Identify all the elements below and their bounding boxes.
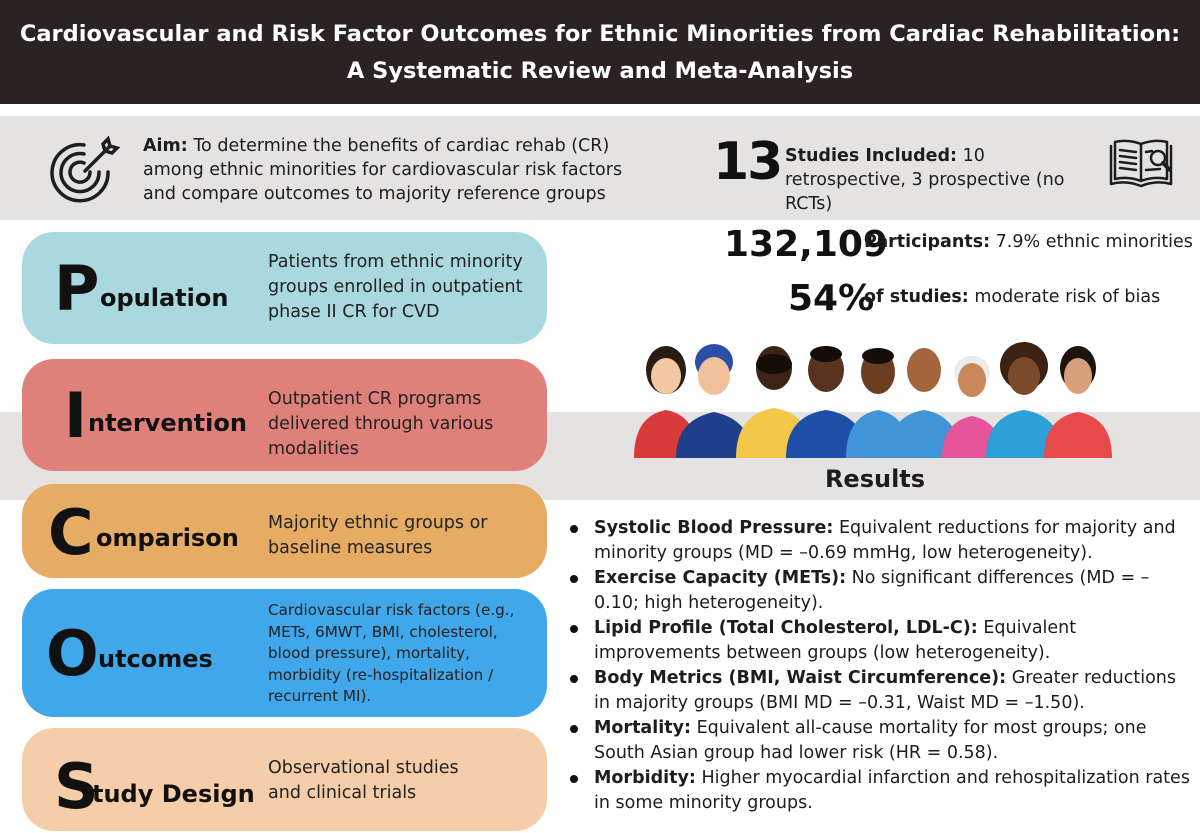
pico-title: utcomes <box>98 645 213 673</box>
pico-letter: P <box>54 252 100 325</box>
aim-text: Aim: To determine the benefits of cardia… <box>143 134 623 206</box>
pico-card-population: P opulation Patients from ethnic minorit… <box>22 232 547 344</box>
result-item-body-metrics: Body Metrics (BMI, Waist Circumference):… <box>568 666 1190 715</box>
pico-title: omparison <box>96 524 239 552</box>
result-item-lipid-profile: Lipid Profile (Total Cholesterol, LDL-C)… <box>568 616 1190 665</box>
results-list: Systolic Blood Pressure: Equivalent redu… <box>568 516 1190 816</box>
participants-count: 132,109 <box>724 224 888 265</box>
title-banner <box>0 0 1200 104</box>
page-title-line-2: A Systematic Review and Meta-Analysis <box>346 58 854 84</box>
pico-title: opulation <box>100 284 229 312</box>
result-label: Systolic Blood Pressure: <box>594 518 834 538</box>
bias-description: moderate risk of bias <box>968 287 1161 307</box>
bullet-icon <box>570 775 578 783</box>
result-text: Greater reductions in majority groups (B… <box>594 668 1176 713</box>
bullet-icon <box>570 575 578 583</box>
diverse-people-group-icon <box>634 342 1112 458</box>
pico-description: Patients from ethnic minority groups enr… <box>268 252 523 322</box>
bias-text: of studies: moderate risk of bias <box>864 287 1160 307</box>
pico-card-comparison: C omparison Majority ethnic groups or ba… <box>22 484 547 578</box>
pico-description: Cardiovascular risk factors (e.g., METs,… <box>268 601 515 705</box>
pico-letter: O <box>46 617 99 690</box>
studies-count: 13 <box>713 132 783 192</box>
pico-letter: I <box>64 379 88 452</box>
pico-title: tudy Design <box>92 780 255 808</box>
participants-description: 7.9% ethnic minorities <box>990 232 1193 252</box>
pico-card-study-design: S tudy Design Observational studies and … <box>22 728 547 831</box>
result-text: No significant differences (MD = –0.10; … <box>594 568 1150 613</box>
bullet-icon <box>570 725 578 733</box>
pico-letter: C <box>48 496 94 569</box>
results-heading: Results <box>824 465 926 493</box>
participants-text: Participants: 7.9% ethnic minorities <box>864 232 1193 252</box>
result-item-morbidity: Morbidity: Higher myocardial infarction … <box>568 766 1190 815</box>
pico-description: Outpatient CR programs delivered through… <box>268 389 494 459</box>
result-text: Higher myocardial infarction and rehospi… <box>594 768 1190 813</box>
result-label: Morbidity: <box>594 768 696 788</box>
result-item-systolic-bp: Systolic Blood Pressure: Equivalent redu… <box>568 516 1190 565</box>
result-label: Body Metrics (BMI, Waist Circumference): <box>594 668 1007 688</box>
pico-title: ntervention <box>88 409 247 437</box>
aim-description: To determine the benefits of cardiac reh… <box>143 136 623 204</box>
result-text: Equivalent improvements between groups (… <box>594 618 1077 663</box>
studies-label: Studies Included: <box>785 146 958 166</box>
result-item-mortality: Mortality: Equivalent all-cause mortalit… <box>568 716 1190 765</box>
target-arrow-icon <box>50 135 121 203</box>
pico-card-outcomes: O utcomes Cardiovascular risk factors (e… <box>22 589 547 717</box>
pico-card-intervention: I ntervention Outpatient CR programs del… <box>22 359 547 471</box>
result-label: Exercise Capacity (METs): <box>594 568 847 588</box>
pico-description: Observational studies and clinical trial… <box>268 758 459 803</box>
aim-band <box>0 116 1200 220</box>
aim-label: Aim: <box>143 136 188 156</box>
result-item-exercise-capacity: Exercise Capacity (METs): No significant… <box>568 566 1190 615</box>
bias-percent: 54% <box>788 278 875 319</box>
bullet-icon <box>570 625 578 633</box>
bias-label: of studies: <box>864 287 969 307</box>
pico-description: Majority ethnic groups or baseline measu… <box>268 513 488 558</box>
pico-letter: S <box>54 750 99 823</box>
result-label: Lipid Profile (Total Cholesterol, LDL-C)… <box>594 618 978 638</box>
page-title-line-1: Cardiovascular and Risk Factor Outcomes … <box>19 21 1181 47</box>
result-label: Mortality: <box>594 718 692 738</box>
studies-text: Studies Included: 10 retrospective, 3 pr… <box>785 144 1105 216</box>
book-magnifier-icon <box>1109 139 1173 188</box>
result-text: Equivalent reductions for majority and m… <box>594 518 1176 563</box>
bullet-icon <box>570 525 578 533</box>
studies-description: 10 retrospective, 3 prospective (no RCTs… <box>785 146 1065 214</box>
participants-label: Participants: <box>864 232 991 252</box>
bullet-icon <box>570 675 578 683</box>
result-text: Equivalent all-cause mortality for most … <box>594 718 1147 763</box>
